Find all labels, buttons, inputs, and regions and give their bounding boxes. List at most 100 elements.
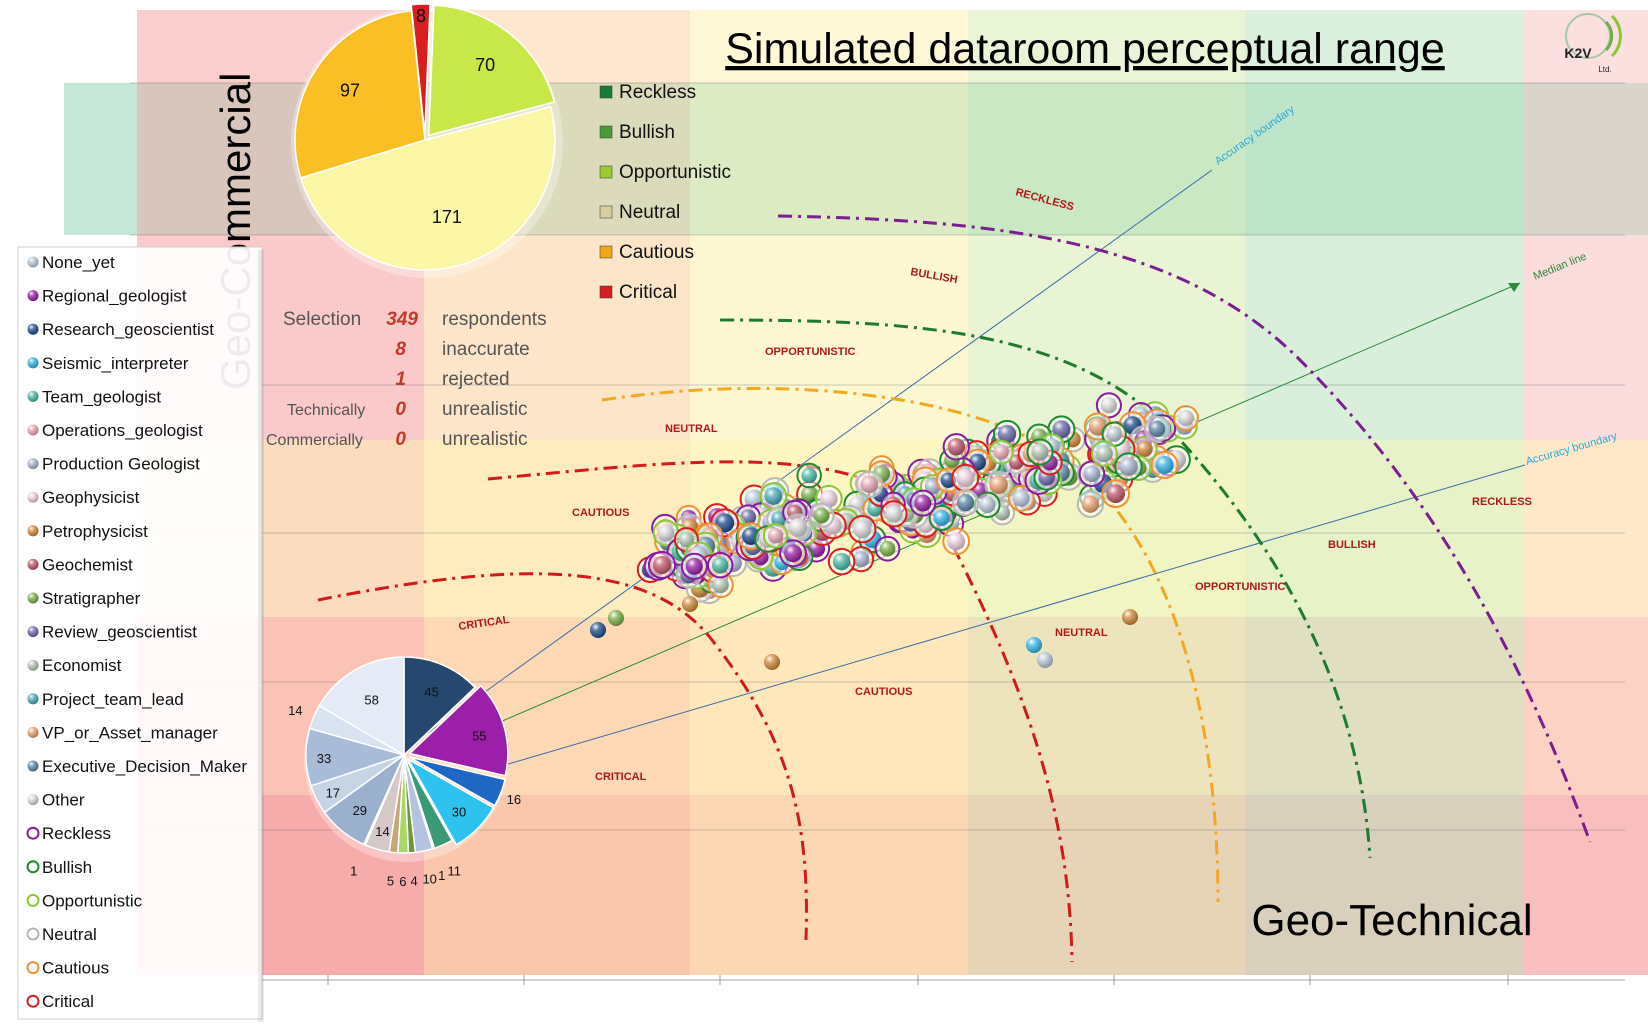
zone-cell	[968, 10, 1245, 83]
legend-label: Production Geologist	[42, 455, 200, 474]
point-shine	[590, 622, 606, 638]
legend-ball-shine	[27, 323, 39, 335]
scatter-point	[942, 433, 971, 461]
point-shine	[1100, 397, 1117, 414]
pie-slice	[318, 656, 405, 757]
scatter-point	[706, 551, 734, 579]
category-legend-item: Reckless	[599, 82, 696, 103]
scatter-point	[855, 470, 884, 499]
role-legend-item: Opportunistic	[26, 891, 143, 910]
zone-cell	[690, 235, 968, 440]
pie-slice	[299, 105, 556, 271]
pie-label: 70	[475, 55, 495, 75]
role-legend-item: Review_geoscientist	[27, 623, 197, 642]
point-shine	[956, 468, 975, 487]
legend-label: Petrophysicist	[42, 522, 148, 541]
legend-ball-shine	[27, 357, 39, 369]
accuracy-boundary-upper	[424, 169, 1213, 736]
role-legend-item: Stratigrapher	[27, 589, 141, 608]
zone-cell	[1245, 235, 1523, 440]
legend-ball-shine	[27, 592, 39, 604]
pie-slice	[294, 9, 426, 179]
stat-desc: inaccurate	[442, 339, 530, 360]
legend-ball-shine	[27, 626, 39, 638]
legend-ball-shine	[27, 693, 39, 705]
pie-label: 33	[317, 751, 331, 766]
legend-label: Cautious	[619, 242, 694, 263]
point-shine	[813, 507, 830, 524]
scatter-point	[848, 515, 877, 544]
stat-desc: respondents	[442, 309, 547, 330]
accuracy-boundary-lower	[504, 464, 1526, 766]
zone-cell	[1523, 440, 1648, 617]
scatter-point	[680, 552, 708, 580]
chart-title: Simulated dataroom perceptual range	[725, 25, 1445, 73]
point-shine	[1106, 426, 1122, 442]
legend-label: Reckless	[619, 82, 696, 103]
stat-value: 1	[395, 369, 406, 390]
point-shine	[832, 552, 851, 571]
role-legend-item: Seismic_interpreter	[27, 354, 189, 373]
stat-desc: unrealistic	[442, 429, 528, 450]
zone-cell-tint	[1523, 795, 1648, 975]
zone-cell	[1245, 617, 1523, 795]
legend-label: Opportunistic	[42, 891, 143, 910]
zone-cell-tint	[64, 83, 137, 235]
zone-label: CAUTIOUS	[855, 686, 912, 698]
zone-cell-tint	[690, 617, 968, 795]
role-legend-item: Operations_geologist	[27, 421, 203, 440]
point-shine	[947, 532, 966, 551]
legend-ring	[26, 893, 40, 907]
zone-cell-tint	[1523, 440, 1648, 617]
role-legend-item: Economist	[27, 656, 122, 675]
role-legend-item: None_yet	[27, 253, 115, 272]
scatter-point	[647, 550, 677, 580]
zone-label: CRITICAL	[595, 771, 647, 783]
scatter-point	[874, 535, 901, 562]
pie-slice	[403, 656, 477, 757]
point-shine	[1052, 420, 1071, 439]
legend-ball-shine	[27, 290, 39, 302]
zone-cell-tint	[1523, 83, 1648, 235]
point-shine	[1096, 445, 1113, 463]
legend-ball-shine	[27, 458, 39, 470]
legend-swatch	[599, 245, 613, 259]
point-shine	[711, 556, 729, 574]
role-legend-item: Regional_geologist	[27, 287, 187, 306]
legend-label: Geochemist	[42, 555, 133, 574]
pie-label: 17	[326, 785, 340, 800]
scatter-point	[1078, 460, 1106, 488]
pie-label: 1	[438, 868, 445, 883]
legend-label: Critical	[42, 992, 94, 1011]
point-shine	[678, 532, 694, 548]
legend-label: Other	[42, 791, 85, 810]
pie-slice	[409, 756, 506, 807]
legend-label: VP_or_Asset_manager	[42, 723, 218, 742]
scatter-point	[1122, 609, 1138, 625]
scatter-point	[988, 439, 1014, 465]
scatter-point	[1076, 490, 1105, 518]
zone-cell	[1245, 10, 1523, 83]
pie-label: 14	[288, 703, 302, 718]
point-shine	[956, 494, 975, 512]
stat-desc: unrealistic	[442, 399, 528, 420]
scatter-point	[783, 513, 813, 542]
point-shine	[997, 424, 1017, 444]
pie-slice	[427, 4, 556, 137]
legend-label: Neutral	[42, 925, 97, 944]
role-legend-item: VP_or_Asset_manager	[27, 723, 218, 742]
role-legend-item: Production Geologist	[27, 455, 200, 474]
zone-cell-tint	[968, 617, 1245, 795]
role-legend-item: Petrophysicist	[27, 522, 148, 541]
point-shine	[979, 496, 996, 514]
zone-cell	[424, 440, 690, 617]
zone-cell	[1523, 235, 1648, 440]
legend-ring	[26, 826, 40, 840]
point-shine	[1148, 420, 1166, 438]
zone-cell	[968, 795, 1245, 975]
zone-cell-tint	[1245, 83, 1523, 235]
role-legend-item: Geochemist	[27, 555, 133, 574]
x-axis-label: Geo-Technical	[1251, 896, 1532, 945]
legend-ball-shine	[27, 390, 39, 402]
